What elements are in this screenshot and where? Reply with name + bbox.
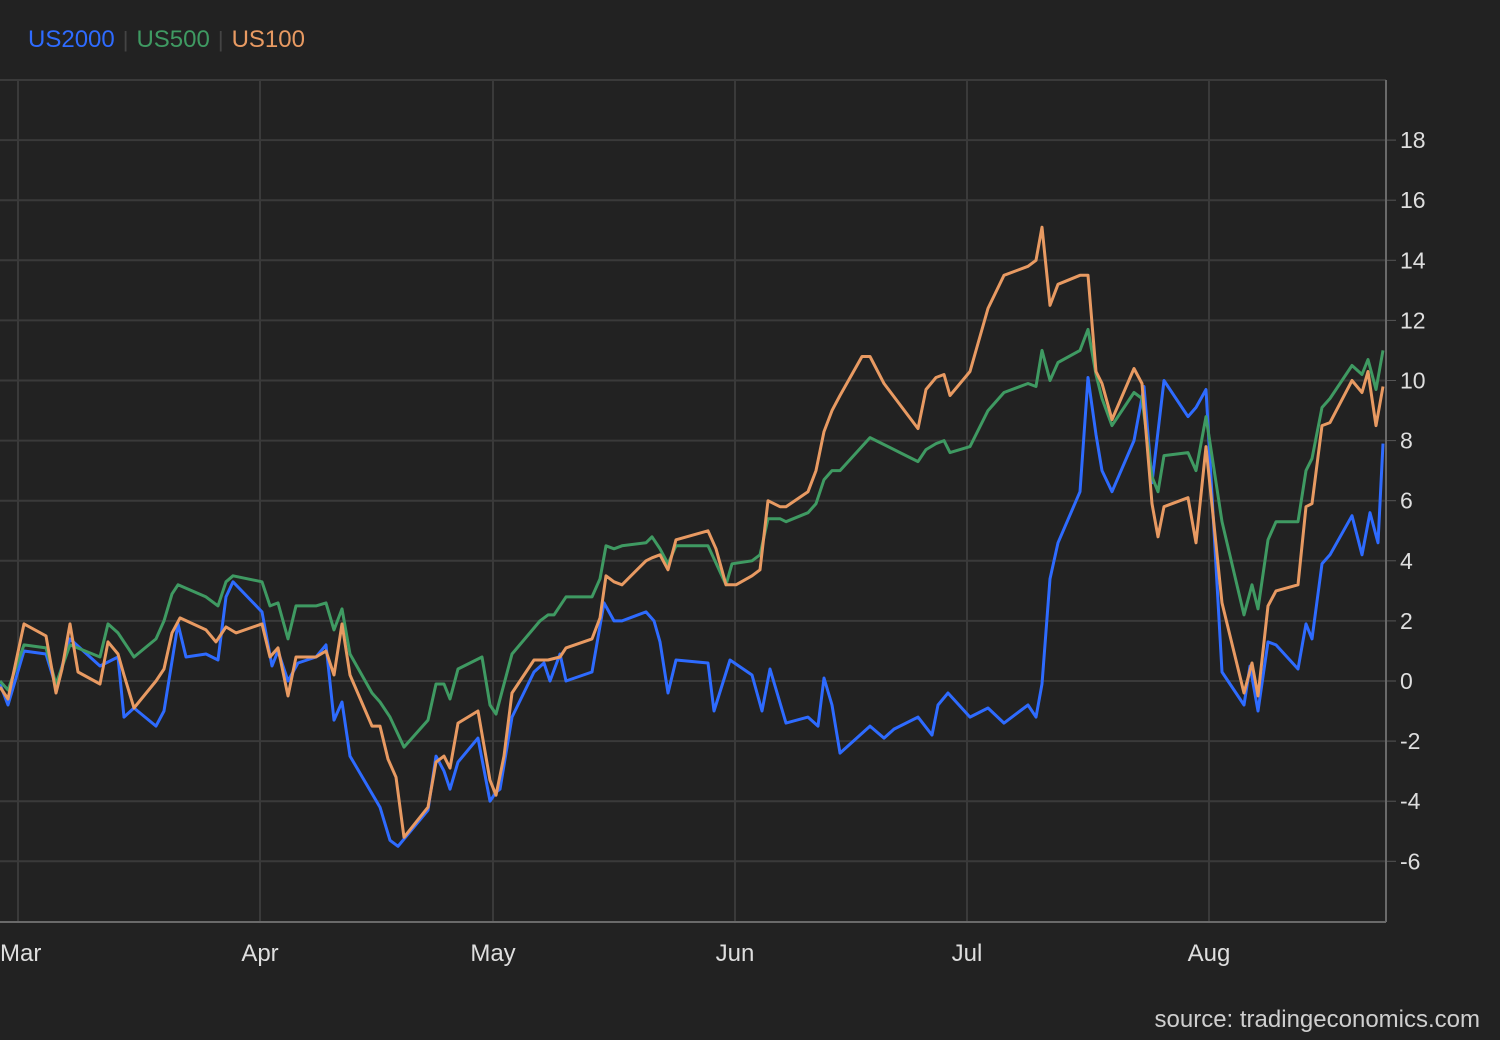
y-tick-label: 0: [1400, 668, 1413, 694]
y-tick-label: -6: [1400, 848, 1420, 874]
y-tick-label: 8: [1400, 428, 1413, 454]
y-tick-label: -4: [1400, 788, 1421, 814]
y-tick-label: 6: [1400, 488, 1413, 514]
x-tick-label: Jun: [716, 940, 755, 967]
legend-item-us500[interactable]: US500: [136, 26, 210, 53]
x-tick-label: Aug: [1188, 940, 1231, 967]
y-tick-label: -2: [1400, 728, 1420, 754]
y-tick-label: 4: [1400, 548, 1413, 574]
y-tick-label: 12: [1400, 307, 1426, 333]
x-tick-label: Mar: [0, 940, 41, 967]
series-line-us2000[interactable]: [0, 376, 1385, 848]
y-tick-label: 10: [1400, 368, 1426, 394]
x-tick-label: May: [470, 940, 515, 967]
series-line-us500[interactable]: [0, 327, 1385, 749]
legend: US2000 | US500 | US100: [28, 26, 305, 54]
x-tick-label: Apr: [241, 940, 278, 967]
legend-item-us2000[interactable]: US2000: [28, 26, 115, 53]
source-credit: source: tradingeconomics.com: [1154, 1006, 1480, 1033]
x-tick-label: Jul: [952, 940, 983, 967]
y-tick-label: 2: [1400, 608, 1413, 634]
y-tick-label: 14: [1400, 247, 1426, 273]
legend-separator: |: [217, 27, 224, 52]
y-tick-label: 16: [1400, 187, 1426, 213]
y-tick-label: 18: [1400, 127, 1426, 153]
series-line-us100[interactable]: [0, 225, 1385, 839]
legend-item-us100[interactable]: US100: [231, 26, 305, 53]
legend-separator: |: [122, 27, 129, 52]
